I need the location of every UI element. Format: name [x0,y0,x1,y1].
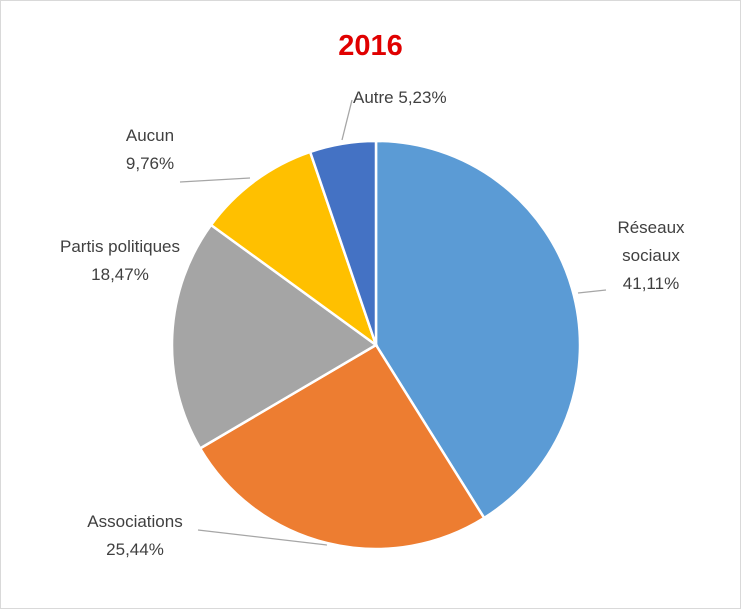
category-label: Réseaux sociaux [617,218,685,265]
value-label: 9,76% [125,154,175,173]
pie-slice [374,139,582,520]
category-label: Partis politiques [60,237,181,256]
value-label: 18,47% [91,265,149,284]
data-label: Associations 25,44% [60,508,210,564]
leader-line [341,99,353,141]
value-label: 41,11% [622,274,680,293]
leader-line [197,529,328,546]
value-label: 5,23% [398,88,447,107]
chart-title: 2016 [338,30,403,62]
category-label: Associations [87,512,183,531]
data-label: Réseaux sociaux 41,11% [596,214,706,298]
category-label: Aucun [125,126,175,145]
pie-slice [209,150,379,349]
leader-line [179,177,251,183]
data-label: Aucun 9,76% [95,122,205,178]
pie-slice [308,139,378,346]
leader-line [577,289,607,294]
pie-slice [170,223,379,451]
category-label: Autre [353,88,394,107]
data-label: Autre 5,23% [353,84,513,112]
data-label: Partis politiques 18,47% [60,233,180,289]
value-label: 25,44% [106,540,164,559]
pie-slice [198,343,486,551]
